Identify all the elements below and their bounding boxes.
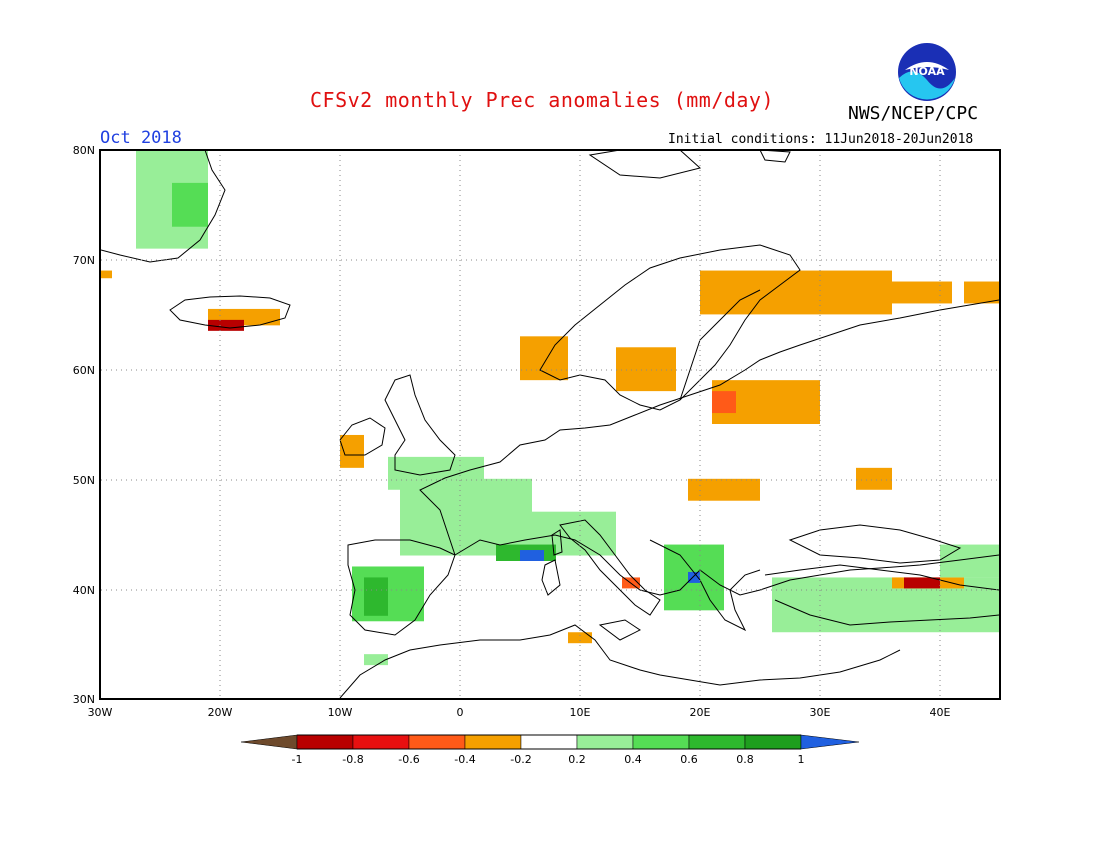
anomaly-patch-greenland-core	[172, 182, 208, 227]
anomaly-patch-tunisia	[568, 632, 592, 644]
anomaly-patch-morocco	[364, 654, 388, 666]
lon-label-30e: 30E	[810, 706, 831, 719]
initial-conditions: Initial conditions: 11Jun2018-20Jun2018	[668, 132, 974, 147]
colorbar-tick: 0.2	[568, 753, 586, 766]
colorbar-swatch	[296, 734, 354, 750]
colorbar-swatch	[464, 734, 522, 750]
lat-label-50n: 50N	[73, 474, 95, 487]
colorbar-swatch	[632, 734, 690, 750]
anomaly-patch-gulf-lion-wet	[520, 550, 544, 561]
anomaly-patch-kola	[880, 281, 952, 304]
chart-title: CFSv2 monthly Prec anomalies (mm/day)	[310, 88, 775, 112]
colorbar-tick: -0.8	[342, 753, 363, 766]
colorbar-swatch	[408, 734, 466, 750]
lon-axis: 30W 20W 10W 0 10E 20E 30E 40E	[88, 706, 951, 719]
lat-label-70n: 70N	[73, 254, 95, 267]
lon-label-10w: 10W	[328, 706, 353, 719]
anomaly-patch-turkey-core	[904, 577, 940, 589]
anomaly-patch-ukraine	[856, 467, 892, 490]
lat-label-80n: 80N	[73, 144, 95, 157]
colorbar-tick: -0.4	[454, 753, 475, 766]
anomaly-patch-jan-mayen	[101, 270, 112, 279]
colorbar-tick: 1	[798, 753, 805, 766]
colorbar-tick: 0.4	[624, 753, 642, 766]
lon-label-20e: 20E	[690, 706, 711, 719]
anomaly-layer	[101, 150, 999, 666]
anomaly-patch-iceland-dry	[208, 319, 244, 331]
lat-label-60n: 60N	[73, 364, 95, 377]
anomaly-patch-sweden	[616, 347, 676, 392]
anomaly-patch-norway	[520, 336, 568, 381]
anomaly-patch-n-scandinavia	[700, 270, 892, 315]
noaa-logo: NOAA	[898, 43, 956, 101]
lon-label-20w: 20W	[208, 706, 233, 719]
anomaly-patch-iberia-core	[364, 577, 388, 616]
colorbar-swatch	[352, 734, 410, 750]
anomaly-patch-barents-east	[964, 281, 999, 304]
colorbar-tick: 0.8	[736, 753, 754, 766]
colorbar-high-arrow	[800, 734, 860, 750]
lon-label-0: 0	[457, 706, 464, 719]
forecast-month: Oct 2018	[100, 128, 182, 148]
colorbar-swatch	[576, 734, 634, 750]
lon-label-40e: 40E	[930, 706, 951, 719]
colorbar-tick: -0.2	[510, 753, 531, 766]
colorbar-swatch	[744, 734, 802, 750]
colorbar-tick: 0.6	[680, 753, 698, 766]
agency-label: NWS/NCEP/CPC	[848, 103, 979, 124]
colorbar-tick: -0.6	[398, 753, 419, 766]
colorbar-tick: -1	[292, 753, 303, 766]
lat-label-40n: 40N	[73, 584, 95, 597]
anomaly-patch-poland-south	[688, 478, 760, 501]
map-frame	[99, 149, 1001, 700]
colorbar: -1 -0.8 -0.6 -0.4 -0.2 0.2 0.4 0.6 0.8 1	[240, 734, 860, 766]
anomaly-patch-albania	[688, 571, 700, 583]
lat-label-30n: 30N	[73, 693, 95, 706]
colorbar-swatch	[688, 734, 746, 750]
colorbar-low-arrow	[240, 734, 298, 750]
coastlines	[101, 150, 999, 698]
noaa-logo-text: NOAA	[909, 65, 945, 78]
colorbar-swatch	[520, 734, 578, 750]
lon-label-30w: 30W	[88, 706, 113, 719]
anomaly-patch-baltic-dry	[712, 391, 736, 414]
lon-label-10e: 10E	[570, 706, 591, 719]
lat-axis: 80N 70N 60N 50N 40N 30N	[73, 144, 95, 706]
